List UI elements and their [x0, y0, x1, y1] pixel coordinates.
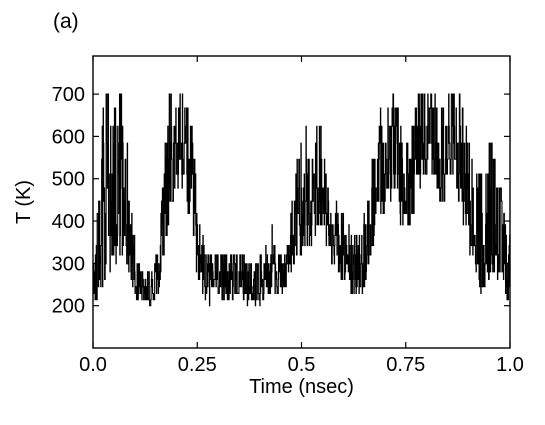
- series-line: [92, 93, 511, 307]
- x-axis-label: Time (nsec): [249, 376, 354, 398]
- axes: 0.0 0.25 0.5 0.75 1.0 200 300 400 500 600 700: [52, 56, 524, 376]
- temperature-trace: [92, 93, 511, 307]
- panel-label: (a): [53, 10, 79, 33]
- y-tick-label: 600: [52, 126, 85, 148]
- x-tick-label: 0.25: [178, 354, 217, 376]
- x-tick-label: 0.0: [79, 354, 107, 376]
- y-tick-label: 300: [52, 253, 85, 275]
- y-tick-label: 200: [52, 296, 85, 318]
- y-tick-label: 700: [52, 84, 85, 106]
- x-tick-label: 1.0: [496, 354, 524, 376]
- x-tick-label: 0.5: [288, 354, 316, 376]
- x-tick-label: 0.75: [386, 354, 425, 376]
- y-tick-label: 400: [52, 211, 85, 233]
- y-tick-label: 500: [52, 169, 85, 191]
- y-axis-label: T (K): [13, 180, 35, 224]
